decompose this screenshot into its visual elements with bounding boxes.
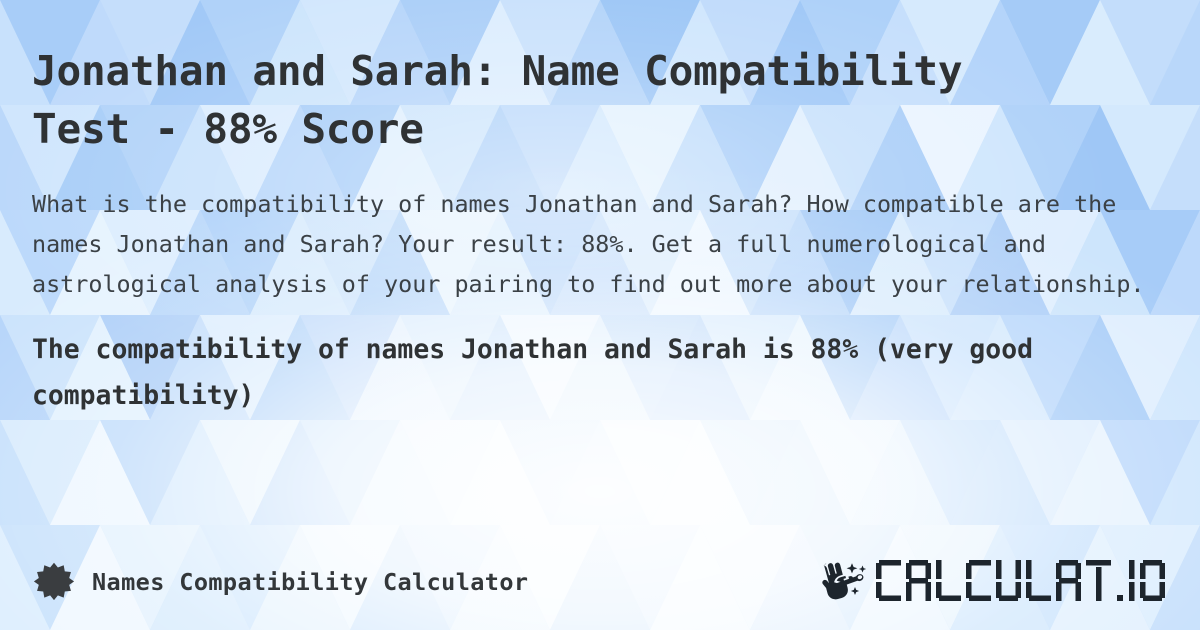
magic-wand-hand-icon xyxy=(822,562,867,600)
page-title: Jonathan and Sarah: Name Compatibility T… xyxy=(32,47,963,153)
footer-brand-label: Names Compatibility Calculator xyxy=(92,568,529,596)
card-content: Jonathan and Sarah: Name Compatibility T… xyxy=(32,47,1145,411)
intro-paragraph: What is the compatibility of names Jonat… xyxy=(32,190,1145,298)
card-footer: Names Compatibility Calculator xyxy=(0,534,1200,630)
footer-brand: Names Compatibility Calculator xyxy=(34,562,528,602)
result-statement: The compatibility of names Jonathan and … xyxy=(32,334,1033,411)
burst-star-icon xyxy=(34,562,74,601)
logo-wordmark xyxy=(876,560,1165,601)
site-logo[interactable] xyxy=(814,560,1166,604)
